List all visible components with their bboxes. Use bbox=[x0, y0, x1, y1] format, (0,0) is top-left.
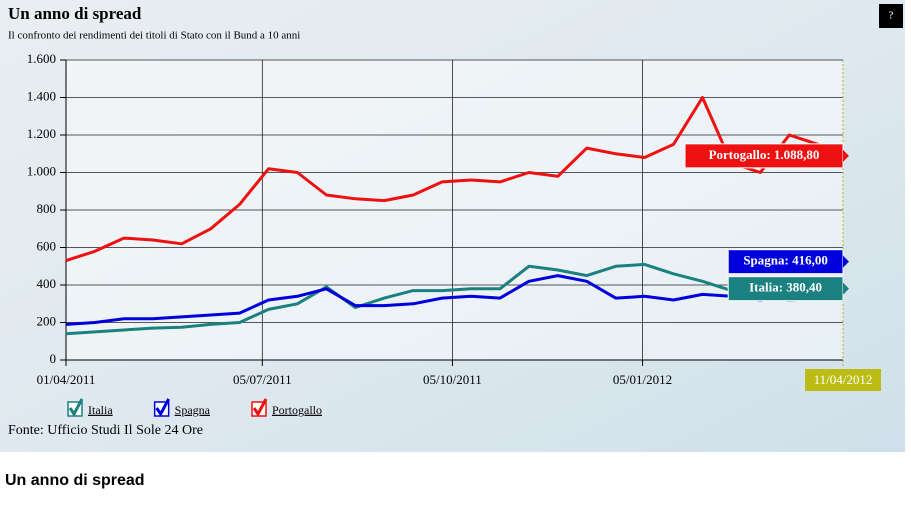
x-tick-label: 05/07/2011 bbox=[233, 372, 292, 387]
chart-subtitle: Il confronto dei rendimenti dei titoli d… bbox=[8, 30, 300, 42]
source-note: Fonte: Ufficio Studi Il Sole 24 Ore bbox=[8, 423, 203, 438]
x-tick-label: 05/01/2012 bbox=[613, 372, 672, 387]
y-tick-label: 800 bbox=[37, 201, 57, 216]
y-tick-label: 0 bbox=[50, 351, 57, 366]
end-label-box bbox=[727, 276, 844, 302]
page-heading: Un anno di spread bbox=[5, 472, 145, 489]
legend-check[interactable] bbox=[252, 398, 268, 417]
end-label-arrow bbox=[843, 255, 849, 268]
legend-label[interactable]: Portogallo bbox=[272, 403, 322, 417]
legend-label[interactable]: Italia bbox=[88, 403, 113, 417]
series-line bbox=[65, 96, 844, 263]
end-label-arrow bbox=[843, 282, 849, 295]
end-label: Spagna: 416,00 bbox=[743, 253, 828, 268]
help-button[interactable] bbox=[879, 4, 903, 28]
end-label-arrow bbox=[843, 149, 849, 162]
y-tick-label: 1.000 bbox=[27, 163, 56, 178]
end-label: Italia: 380,40 bbox=[749, 280, 822, 295]
y-tick-label: 400 bbox=[37, 276, 57, 291]
x-tick-label: 11/04/2012 bbox=[814, 372, 873, 387]
x-tick-label: 05/10/2011 bbox=[423, 372, 482, 387]
legend-check[interactable] bbox=[155, 398, 170, 417]
x-tick-highlight bbox=[805, 369, 881, 391]
y-tick-label: 200 bbox=[37, 313, 57, 328]
end-label-box bbox=[727, 249, 844, 275]
help-button-label[interactable]: ? bbox=[889, 10, 894, 22]
end-label: Portogallo: 1.088,80 bbox=[709, 147, 820, 162]
y-tick-label: 1.200 bbox=[27, 126, 56, 141]
legend-label[interactable]: Spagna bbox=[175, 403, 211, 417]
y-tick-label: 1.600 bbox=[27, 51, 56, 66]
y-tick-label: 600 bbox=[37, 238, 57, 253]
chart-title: Un anno di spread bbox=[8, 4, 142, 23]
legend-check[interactable] bbox=[68, 398, 84, 417]
series-line bbox=[65, 262, 844, 336]
y-tick-label: 1.400 bbox=[27, 88, 56, 103]
x-tick-label: 01/04/2011 bbox=[37, 372, 96, 387]
series-line bbox=[65, 274, 844, 326]
